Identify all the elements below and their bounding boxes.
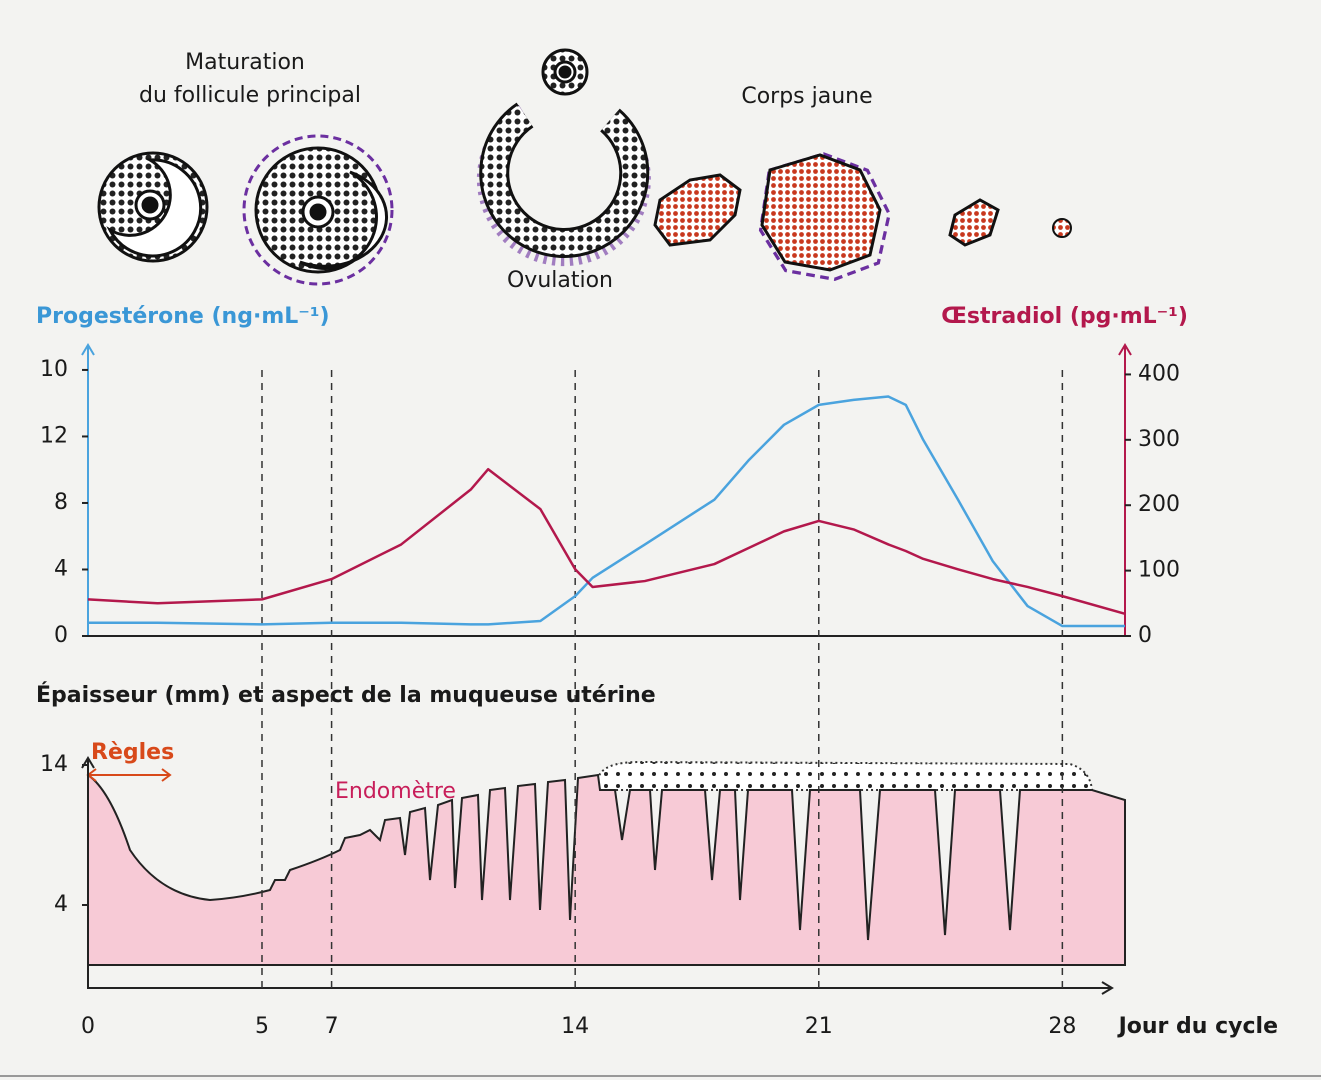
x-tick-label: 5 (255, 1014, 269, 1039)
y-axis-title: Progestérone (ng·mL⁻¹) (36, 304, 330, 329)
x-axis-title: Jour du cycle (1117, 1014, 1278, 1039)
y2-tick-label: 0 (1138, 623, 1152, 648)
x-tick-label: 7 (325, 1014, 339, 1039)
y2-axis (1118, 343, 1132, 636)
x-tick-label: 28 (1048, 1014, 1076, 1039)
x-tick-label: 21 (805, 1014, 833, 1039)
y2-tick-label: 300 (1138, 427, 1180, 452)
y-tick-label: 8 (54, 490, 68, 515)
y-tick-label: 0 (54, 623, 68, 648)
label: Corps jaune (741, 84, 872, 109)
y-tick-label: 4 (54, 556, 68, 581)
series-line (87, 467, 1126, 615)
series-line (88, 395, 1125, 628)
y2-tick-label: 100 (1138, 558, 1180, 583)
y2-tick-label: 200 (1138, 492, 1180, 517)
label: Ovulation (507, 268, 613, 293)
y-tick-label: 10 (40, 357, 68, 382)
label: du follicule principal (139, 83, 361, 108)
y2-tick-label: 400 (1138, 361, 1180, 386)
follicle-drawings (97, 48, 1072, 286)
y-tick-label: 12 (40, 423, 68, 448)
thickness-tick-label: 4 (54, 892, 68, 917)
panel-title: Épaisseur (mm) et aspect de la muqueuse … (36, 682, 656, 708)
endometrium (87, 760, 1126, 966)
thickness-tick-label: 14 (40, 752, 68, 777)
x-tick-label: 0 (81, 1014, 95, 1039)
label: Maturation (185, 50, 305, 75)
x-tick-label: 14 (561, 1014, 589, 1039)
y-axis (81, 343, 95, 636)
annotation: Règles (91, 740, 174, 765)
annotation-arrow (86, 768, 172, 782)
annotation: Endomètre (335, 779, 456, 804)
y2-axis-title: Œstradiol (pg·mL⁻¹) (941, 304, 1188, 329)
